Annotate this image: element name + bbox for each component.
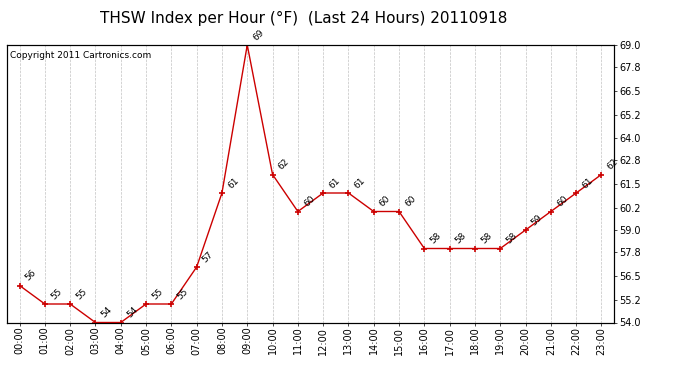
Text: 54: 54	[99, 305, 114, 320]
Text: THSW Index per Hour (°F)  (Last 24 Hours) 20110918: THSW Index per Hour (°F) (Last 24 Hours)…	[100, 11, 507, 26]
Text: 55: 55	[75, 287, 89, 301]
Text: 55: 55	[49, 287, 63, 301]
Text: 58: 58	[454, 231, 469, 246]
Text: 54: 54	[125, 305, 139, 320]
Text: 60: 60	[403, 194, 417, 209]
Text: 61: 61	[580, 176, 595, 190]
Text: 60: 60	[378, 194, 393, 209]
Text: 61: 61	[353, 176, 367, 190]
Text: 61: 61	[327, 176, 342, 190]
Text: 60: 60	[555, 194, 569, 209]
Text: 58: 58	[479, 231, 493, 246]
Text: 55: 55	[175, 287, 190, 301]
Text: 62: 62	[277, 158, 291, 172]
Text: 57: 57	[201, 250, 215, 264]
Text: 59: 59	[530, 213, 544, 227]
Text: 61: 61	[226, 176, 241, 190]
Text: 60: 60	[302, 194, 317, 209]
Text: 56: 56	[23, 268, 38, 283]
Text: 58: 58	[428, 231, 443, 246]
Text: Copyright 2011 Cartronics.com: Copyright 2011 Cartronics.com	[10, 51, 151, 60]
Text: 69: 69	[251, 28, 266, 42]
Text: 58: 58	[504, 231, 519, 246]
Text: 55: 55	[150, 287, 165, 301]
Text: 62: 62	[606, 158, 620, 172]
